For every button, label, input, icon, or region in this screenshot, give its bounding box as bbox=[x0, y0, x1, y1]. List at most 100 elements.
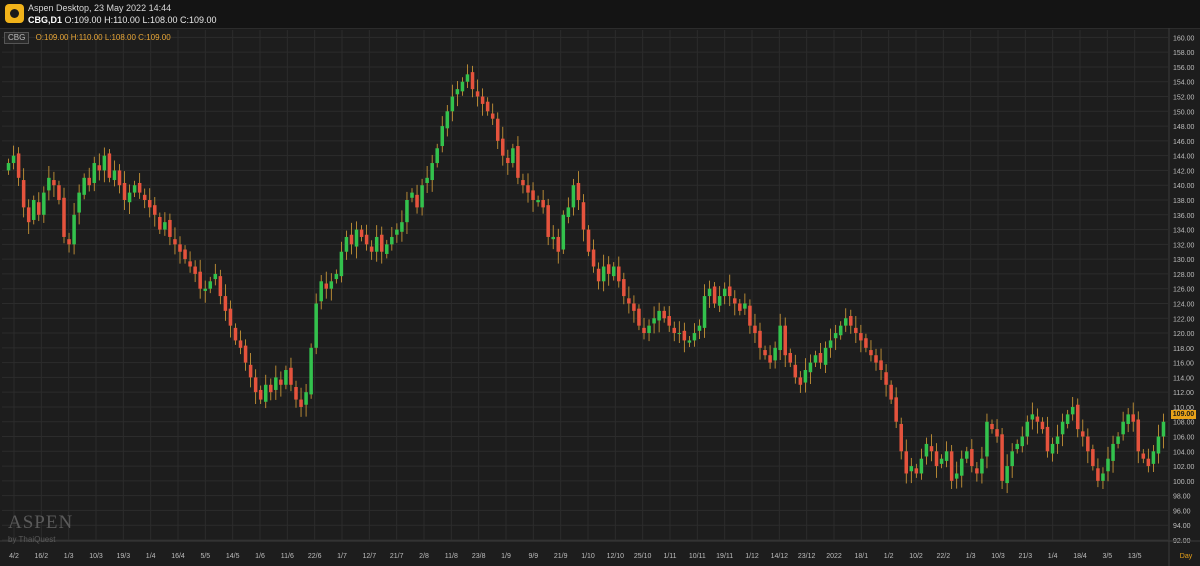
x-tick-label: 9/9 bbox=[528, 553, 538, 560]
candle-body bbox=[1070, 406, 1075, 415]
candle-body bbox=[37, 202, 41, 215]
candle-body bbox=[677, 333, 682, 335]
candle-body bbox=[884, 372, 888, 385]
candle-body bbox=[132, 185, 137, 193]
y-tick-label: 138.00 bbox=[1173, 198, 1195, 205]
candle-body bbox=[263, 384, 268, 402]
candle-body bbox=[490, 113, 495, 119]
y-tick-label: 96.00 bbox=[1173, 508, 1191, 515]
candle-body bbox=[349, 234, 354, 245]
candle-body bbox=[26, 207, 31, 223]
candle-body bbox=[158, 217, 162, 230]
candle-body bbox=[1161, 421, 1166, 437]
x-tick-label: 16/4 bbox=[171, 553, 185, 560]
candle-body bbox=[1146, 458, 1151, 467]
x-tick-label: 11/8 bbox=[445, 553, 458, 560]
candle-body bbox=[934, 451, 939, 467]
y-tick-label: 110.00 bbox=[1173, 405, 1194, 412]
candle-body bbox=[889, 384, 893, 400]
candle-body bbox=[702, 296, 707, 328]
candle-body bbox=[818, 353, 823, 363]
candle-body bbox=[359, 229, 364, 237]
candle-body bbox=[193, 266, 197, 274]
y-tick-label: 124.00 bbox=[1173, 301, 1195, 308]
candle-body bbox=[183, 249, 187, 260]
candle-body bbox=[899, 423, 903, 452]
candle-body bbox=[198, 271, 202, 289]
candle-body bbox=[142, 194, 147, 200]
aspen-logo-icon[interactable] bbox=[5, 4, 24, 23]
candle-body bbox=[405, 200, 409, 223]
candle-body bbox=[395, 229, 399, 235]
candle-body bbox=[566, 207, 571, 217]
x-tick-label: 16/2 bbox=[35, 553, 49, 560]
candle-body bbox=[16, 153, 21, 178]
candle-body bbox=[1156, 436, 1161, 454]
candle-body bbox=[546, 205, 550, 237]
candle-body bbox=[77, 192, 81, 213]
x-tick-label: 21/7 bbox=[390, 553, 404, 560]
y-tick-label: 140.00 bbox=[1173, 183, 1195, 190]
candle-body bbox=[475, 91, 480, 97]
candle-body bbox=[682, 330, 687, 341]
candle-body bbox=[279, 379, 283, 385]
x-tick-label: 18/1 bbox=[855, 553, 869, 560]
y-tick-label: 114.00 bbox=[1173, 375, 1194, 382]
candle-body bbox=[652, 318, 656, 324]
candle-body bbox=[233, 327, 238, 341]
candle-body bbox=[551, 236, 555, 240]
candle-body bbox=[606, 264, 611, 274]
y-tick-label: 160.00 bbox=[1173, 35, 1195, 42]
candle-body bbox=[450, 96, 455, 112]
price-chart[interactable]: 160.00 158.00 156.00 154.00 152.00 150.00 148.… bbox=[0, 28, 1200, 566]
candle-body bbox=[72, 214, 76, 245]
y-tick-label: 128.00 bbox=[1173, 272, 1195, 279]
candle-body bbox=[611, 266, 616, 277]
candle-body bbox=[1111, 443, 1115, 461]
aspen-watermark: ASPEN bbox=[8, 512, 74, 533]
x-tick-label: 1/11 bbox=[663, 553, 676, 560]
candle-body bbox=[410, 192, 414, 198]
candle-body bbox=[843, 318, 848, 326]
candle-body bbox=[274, 377, 278, 390]
candle-body bbox=[854, 327, 858, 334]
candle-body bbox=[798, 377, 803, 385]
candle-body bbox=[1086, 436, 1090, 452]
candle-body bbox=[511, 148, 515, 164]
candle-body bbox=[697, 325, 702, 331]
y-tick-label: 130.00 bbox=[1173, 257, 1195, 264]
x-tick-label: 1/2 bbox=[884, 553, 894, 560]
candle-body bbox=[400, 222, 404, 232]
candle-body bbox=[82, 177, 86, 195]
close-value: C:109.00 bbox=[180, 15, 217, 25]
symbol-ohlc-header: CBG,D1 O:109.00 H:110.00 L:108.00 C:109.… bbox=[28, 15, 217, 25]
candle-body bbox=[980, 458, 984, 474]
candle-body bbox=[6, 163, 11, 171]
candle-body bbox=[591, 249, 596, 267]
y-tick-label: 136.00 bbox=[1173, 213, 1195, 220]
candle-body bbox=[385, 244, 389, 254]
candle-body bbox=[465, 74, 470, 82]
candle-body bbox=[985, 421, 989, 457]
x-tick-label: 4/2 bbox=[9, 553, 19, 560]
chart-canvas[interactable]: 160.00 158.00 156.00 154.00 152.00 150.00 148.… bbox=[0, 28, 1200, 566]
candle-body bbox=[495, 118, 500, 141]
candle-body bbox=[1030, 414, 1035, 420]
candle-body bbox=[460, 81, 465, 92]
x-tick-label: 2/8 bbox=[419, 553, 429, 560]
candle-body bbox=[531, 190, 535, 200]
candle-body bbox=[738, 303, 742, 311]
candle-body bbox=[995, 429, 999, 437]
y-tick-label: 118.00 bbox=[1173, 346, 1194, 353]
candle-body bbox=[1121, 421, 1125, 435]
x-tick-label: 1/6 bbox=[255, 553, 265, 560]
candle-body bbox=[778, 325, 782, 351]
candle-body bbox=[62, 197, 66, 237]
candle-body bbox=[727, 286, 732, 297]
candle-body bbox=[1126, 414, 1130, 424]
x-tick-label: 19/3 bbox=[117, 553, 131, 560]
legend-symbol-badge[interactable]: CBG bbox=[4, 32, 30, 44]
candle-body bbox=[939, 458, 944, 464]
candle-body bbox=[1040, 421, 1045, 430]
candle-body bbox=[501, 138, 505, 156]
